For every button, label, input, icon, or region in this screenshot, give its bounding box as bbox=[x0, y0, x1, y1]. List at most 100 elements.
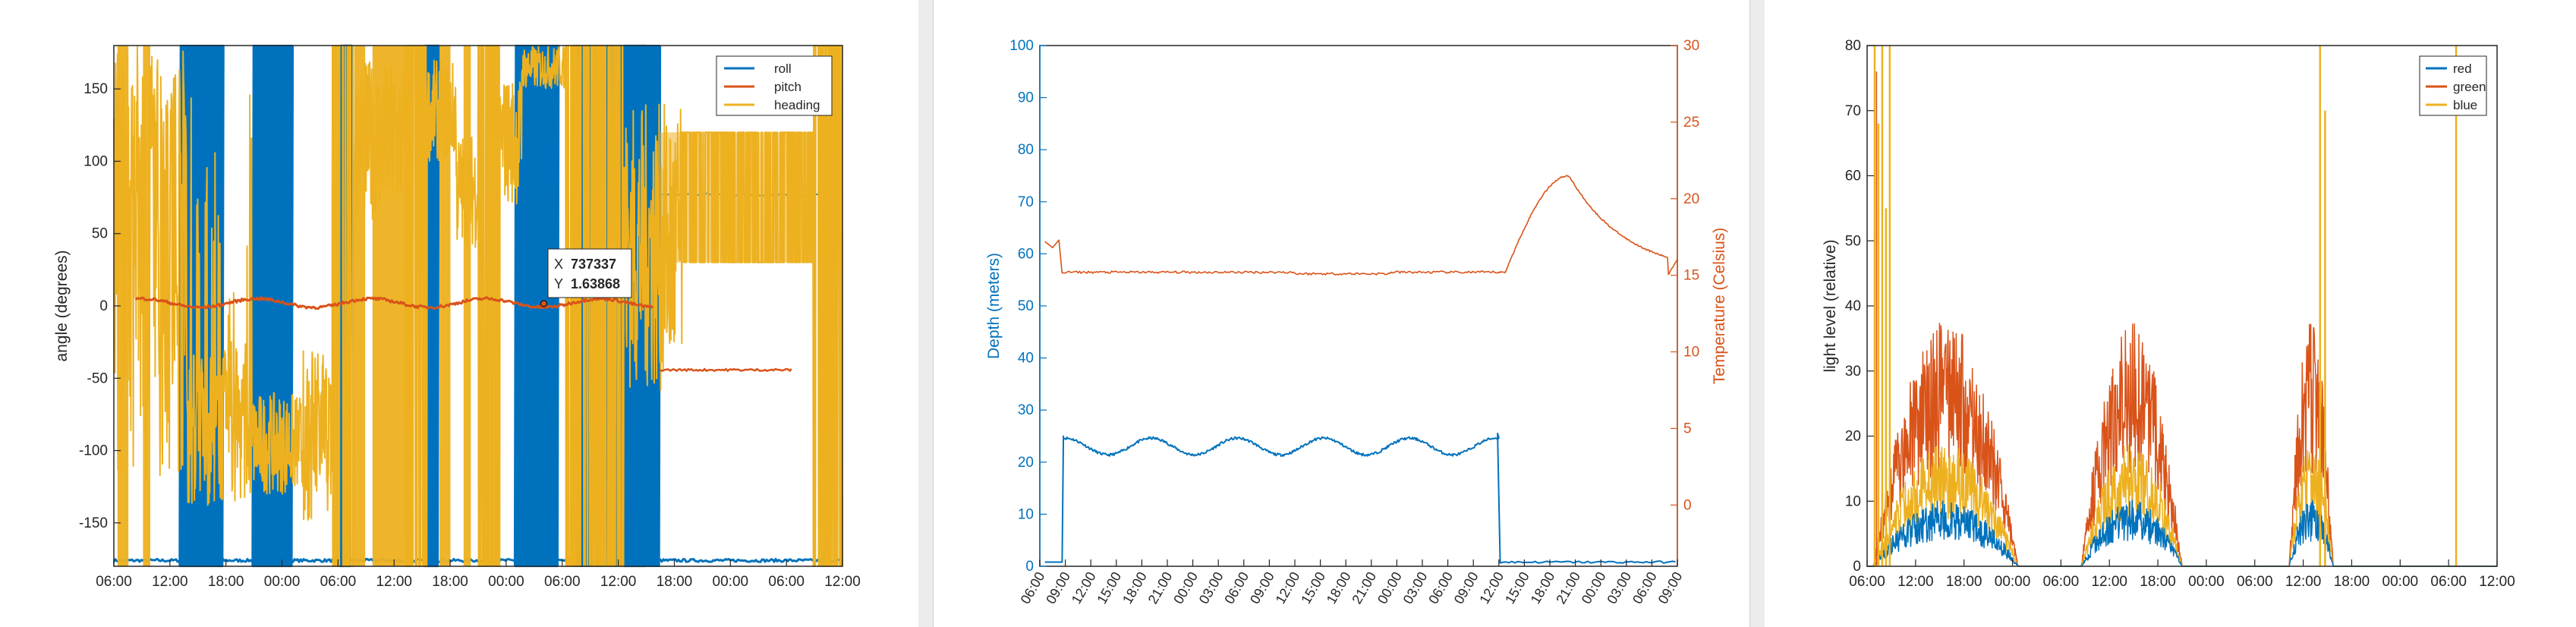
light-x-tick-label: 12:00 bbox=[2285, 574, 2322, 590]
angle-legend[interactable]: roll pitch heading bbox=[716, 55, 833, 116]
light-y-tick-label: 10 bbox=[1845, 493, 1861, 509]
light-y-tick-label: 30 bbox=[1845, 364, 1861, 380]
legend-item-blue: blue bbox=[2426, 98, 2477, 112]
angle-series-traces bbox=[112, 44, 843, 568]
angle-x-tick-label: 12:00 bbox=[824, 574, 861, 590]
pane-divider-right bbox=[1749, 0, 1765, 627]
angle-x-tick-label: 18:00 bbox=[657, 574, 693, 590]
depth-trace bbox=[1044, 433, 1676, 564]
legend-label-blue: blue bbox=[2453, 98, 2477, 112]
light-x-tick-label: 18:00 bbox=[2140, 574, 2176, 590]
light-x-tick-label: 06:00 bbox=[2043, 574, 2080, 590]
temperature-y-tick-label: 30 bbox=[1683, 38, 1699, 54]
temperature-trace bbox=[1044, 175, 1678, 276]
pitch-tail bbox=[660, 367, 792, 372]
depth-y-tick-label: 50 bbox=[1018, 298, 1034, 314]
depth-y-tick-label: 20 bbox=[1018, 455, 1034, 471]
angle-x-tick-label: 12:00 bbox=[152, 574, 188, 590]
temperature-y-tick-label: 10 bbox=[1683, 345, 1699, 361]
angle-y-tick-label: 0 bbox=[99, 298, 108, 314]
light-y-ticks: 0 10 20 30 40 50 60 70 80 bbox=[1845, 38, 1874, 575]
legend-label-heading: heading bbox=[774, 98, 820, 112]
heading-dense-block bbox=[489, 46, 500, 566]
temperature-y-tick-label: 20 bbox=[1683, 191, 1699, 207]
angle-x-tick-label: 12:00 bbox=[600, 574, 637, 590]
light-legend[interactable]: red green blue bbox=[2419, 55, 2487, 116]
light-x-tick-label: 00:00 bbox=[2382, 574, 2419, 590]
angle-y-tick-label: -50 bbox=[87, 370, 108, 386]
legend-item-green: green bbox=[2426, 80, 2486, 94]
temperature-y-tick-label: 0 bbox=[1683, 497, 1692, 513]
angle-y-tick-label: 50 bbox=[92, 226, 108, 242]
depth-y-axis-label: Depth (meters) bbox=[985, 253, 1003, 359]
light-y-tick-label: 60 bbox=[1845, 169, 1861, 184]
light-y-tick-label: 80 bbox=[1845, 38, 1861, 54]
angle-chart[interactable]: -150 -100 -50 0 50 100 150 06:00 12:00 18:00 00:0… bbox=[53, 44, 861, 590]
angle-y-ticks: -150 -100 -50 0 50 100 150 bbox=[79, 81, 121, 531]
angle-y-tick-label: 150 bbox=[83, 81, 108, 97]
temperature-y-axis-label: Temperature (Celsius) bbox=[1711, 228, 1728, 385]
angle-x-tick-label: 06:00 bbox=[768, 574, 805, 590]
heading-dense-block bbox=[117, 46, 129, 566]
light-y-axis-label: light level (relative) bbox=[1822, 239, 1839, 372]
angle-x-tick-label: 00:00 bbox=[713, 574, 749, 590]
legend-label-roll: roll bbox=[774, 61, 792, 76]
temperature-y-tick-label: 25 bbox=[1683, 115, 1699, 131]
angle-x-tick-label: 00:00 bbox=[488, 574, 524, 590]
light-x-tick-label: 06:00 bbox=[2430, 574, 2467, 590]
light-y-tick-label: 50 bbox=[1845, 233, 1861, 249]
datatip-y-value: 1.63868 bbox=[571, 276, 620, 291]
legend-label-red: red bbox=[2453, 61, 2472, 76]
angle-x-tick-label: 06:00 bbox=[320, 574, 357, 590]
light-x-tick-label: 12:00 bbox=[2479, 574, 2515, 590]
legend-label-pitch: pitch bbox=[774, 80, 801, 94]
legend-item-red: red bbox=[2426, 61, 2472, 76]
light-x-tick-label: 18:00 bbox=[2334, 574, 2370, 590]
datatip-marker[interactable] bbox=[540, 300, 547, 307]
angle-x-tick-label: 18:00 bbox=[208, 574, 244, 590]
light-x-tick-label: 06:00 bbox=[2237, 574, 2273, 590]
angle-x-tick-label: 18:00 bbox=[432, 574, 468, 590]
legend-item-heading: heading bbox=[724, 98, 820, 112]
depth-y-tick-label: 0 bbox=[1025, 559, 1034, 575]
temperature-y-ticks: 0 5 10 15 20 25 30 bbox=[1671, 38, 1699, 513]
pane-divider-left bbox=[918, 0, 934, 627]
legend-item-roll: roll bbox=[724, 61, 792, 76]
light-y-tick-label: 20 bbox=[1845, 429, 1861, 445]
light-x-tick-label: 06:00 bbox=[1849, 574, 1885, 590]
heading-dense-block bbox=[463, 46, 471, 566]
roll-dense-block bbox=[254, 46, 263, 566]
angle-x-tick-label: 06:00 bbox=[96, 574, 132, 590]
heading-dense-block bbox=[660, 132, 814, 263]
depth-y-tick-label: 40 bbox=[1018, 351, 1034, 367]
legend-label-green: green bbox=[2453, 80, 2486, 94]
angle-x-tick-label: 06:00 bbox=[544, 574, 581, 590]
light-x-tick-label: 12:00 bbox=[1897, 574, 1934, 590]
datatip-x-label: X bbox=[554, 257, 563, 272]
datatip[interactable]: X 737337 Y 1.63868 bbox=[547, 248, 632, 298]
temperature-y-tick-label: 15 bbox=[1683, 268, 1699, 284]
light-x-tick-label: 12:00 bbox=[2091, 574, 2127, 590]
depth-y-tick-label: 30 bbox=[1018, 402, 1034, 418]
angle-y-axis-label: angle (degrees) bbox=[53, 250, 71, 361]
depth-y-tick-label: 10 bbox=[1018, 506, 1034, 522]
depth-y-ticks: 0 10 20 30 40 50 60 70 80 90 100 bbox=[1009, 38, 1047, 575]
angle-x-ticks: 06:00 12:00 18:00 00:00 06:00 12:00 18:00 00:00… bbox=[96, 559, 861, 590]
pitch-trace bbox=[134, 296, 654, 310]
datatip-x-value: 737337 bbox=[571, 257, 616, 272]
light-x-tick-label: 18:00 bbox=[1946, 574, 1982, 590]
angle-x-tick-label: 00:00 bbox=[264, 574, 301, 590]
light-x-tick-label: 00:00 bbox=[1995, 574, 2031, 590]
light-x-tick-label: 00:00 bbox=[2188, 574, 2225, 590]
angle-y-tick-label: -100 bbox=[79, 443, 108, 459]
depth-temperature-traces bbox=[1044, 175, 1678, 564]
depth-y-tick-label: 60 bbox=[1018, 246, 1034, 262]
depth-y-tick-label: 70 bbox=[1018, 194, 1034, 210]
heading-dense-block bbox=[143, 46, 150, 566]
temperature-y-tick-label: 5 bbox=[1683, 421, 1692, 436]
angle-y-tick-label: 100 bbox=[83, 153, 108, 169]
light-y-tick-label: 40 bbox=[1845, 298, 1861, 314]
light-y-tick-label: 70 bbox=[1845, 103, 1861, 119]
